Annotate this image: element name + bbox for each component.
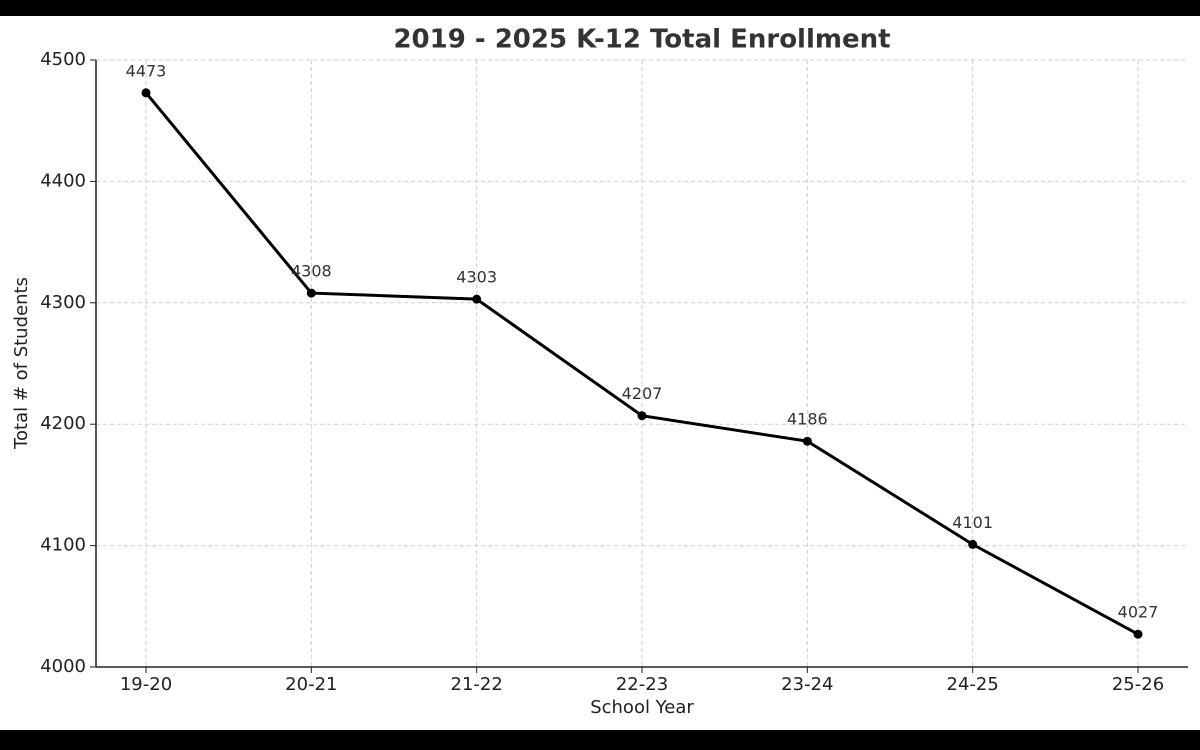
data-label: 4303 [456,268,497,287]
x-tick-label: 24-25 [947,674,999,695]
y-tick-label: 4100 [40,535,86,556]
data-label: 4207 [622,384,663,403]
x-tick-label: 20-21 [285,674,337,695]
marker [306,288,316,298]
data-label: 4308 [291,262,332,281]
marker [968,539,978,549]
y-axis-label: Total # of Students [11,277,32,450]
x-tick-label: 19-20 [120,674,172,695]
x-tick-label: 25-26 [1112,674,1164,695]
x-axis-label: School Year [590,697,694,718]
y-tick-label: 4200 [40,413,86,434]
marker [141,88,151,98]
marker [637,411,647,421]
x-tick-label: 23-24 [781,674,833,695]
chart-title: 2019 - 2025 K-12 Total Enrollment [393,25,890,55]
y-tick-label: 4500 [40,49,86,70]
y-tick-label: 4400 [40,170,86,191]
data-label: 4473 [126,61,167,80]
y-tick-label: 4300 [40,292,86,313]
data-label: 4186 [787,410,828,429]
marker [802,436,812,446]
x-tick-label: 21-22 [451,674,503,695]
marker [1133,629,1143,639]
y-tick-label: 4000 [40,656,86,677]
x-tick-label: 22-23 [616,674,668,695]
marker [472,294,482,304]
background [0,16,1200,730]
data-label: 4027 [1118,603,1159,622]
data-label: 4101 [952,513,993,532]
